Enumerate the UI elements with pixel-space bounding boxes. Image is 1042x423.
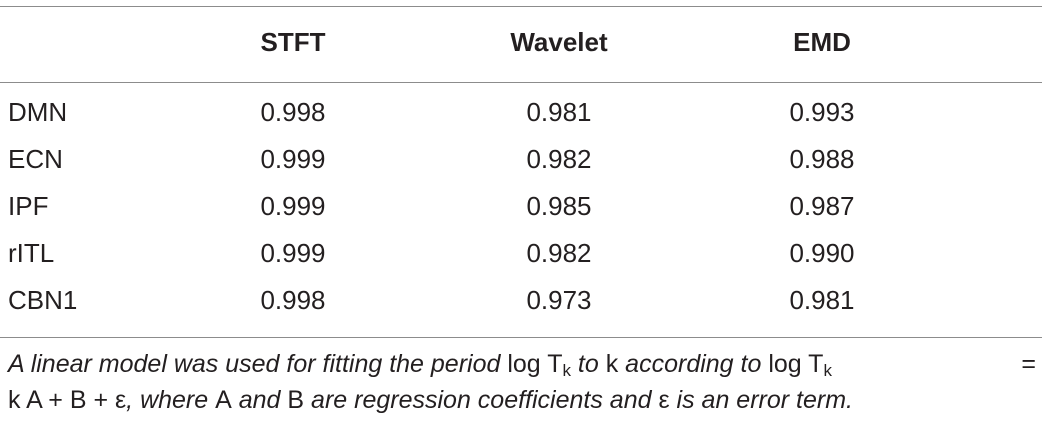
table-row: IPF 0.999 0.985 0.987 (0, 183, 1042, 230)
cell-stft: 0.999 (260, 238, 326, 268)
caption-math-epsilon: ε (658, 386, 670, 414)
caption-math-log: log T (507, 350, 563, 378)
caption-math-b: B (287, 386, 305, 414)
cell-wavelet: 0.982 (526, 144, 592, 174)
header-emd: EMD (793, 27, 851, 57)
cell-emd: 0.981 (789, 285, 855, 315)
caption-math-logtk: log Tk (768, 350, 832, 380)
cell-wavelet: 0.985 (526, 191, 592, 221)
row-label: IPF (8, 191, 49, 221)
table-row: rITL 0.999 0.982 0.990 (0, 230, 1042, 277)
caption-text: is an error term. (669, 386, 853, 414)
caption-text: and (231, 386, 288, 414)
caption-math-sub: k (562, 361, 571, 380)
cell-emd: 0.990 (789, 238, 855, 268)
caption-math-k: k (605, 350, 619, 378)
table-row: DMN 0.998 0.981 0.993 (0, 89, 1042, 136)
table-header-rule (0, 82, 1042, 83)
caption-text: A linear model was used for fitting the … (8, 350, 508, 378)
cell-stft: 0.999 (260, 191, 326, 221)
table-bottom-rule (0, 337, 1042, 338)
cell-emd: 0.993 (789, 97, 855, 127)
caption-math-sub: k (823, 361, 832, 380)
cell-wavelet: 0.981 (526, 97, 592, 127)
table-header-row: STFT Wavelet EMD (0, 20, 1042, 64)
cell-stft: 0.999 (260, 144, 326, 174)
caption-math-logtk: log Tk (507, 350, 571, 380)
caption-text: according to (618, 350, 769, 378)
cell-emd: 0.987 (789, 191, 855, 221)
table-body: DMN 0.998 0.981 0.993 ECN 0.999 0.982 0.… (0, 89, 1042, 324)
table-caption: = A linear model was used for fitting th… (8, 346, 1036, 418)
cell-stft: 0.998 (260, 285, 326, 315)
caption-math-a: A (215, 386, 232, 414)
table-row: CBN1 0.998 0.973 0.981 (0, 277, 1042, 324)
caption-text: are regression coefficients and (304, 386, 659, 414)
table-row: ECN 0.999 0.982 0.988 (0, 136, 1042, 183)
cell-wavelet: 0.982 (526, 238, 592, 268)
row-label: ECN (8, 144, 63, 174)
caption-text: , where (126, 386, 216, 414)
caption-text: to (570, 350, 606, 378)
caption-equals: = (1021, 350, 1036, 378)
header-stft: STFT (260, 27, 326, 57)
row-label: rITL (8, 238, 55, 268)
row-label: CBN1 (8, 285, 78, 315)
cell-emd: 0.988 (789, 144, 855, 174)
row-label: DMN (8, 97, 68, 127)
cell-stft: 0.998 (260, 97, 326, 127)
caption-math-equation: k A + B + ε (8, 386, 127, 414)
cell-wavelet: 0.973 (526, 285, 592, 315)
caption-math-log: log T (768, 350, 824, 378)
header-wavelet: Wavelet (510, 27, 608, 57)
table-top-rule (0, 6, 1042, 7)
